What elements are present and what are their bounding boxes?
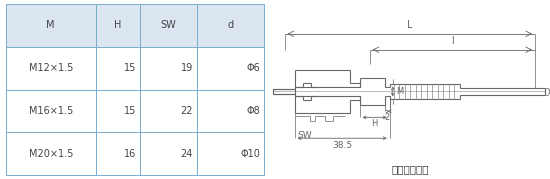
- Bar: [140, 47, 197, 90]
- Bar: [140, 90, 197, 132]
- Text: 24: 24: [180, 149, 193, 159]
- Text: l: l: [451, 36, 454, 46]
- Bar: [96, 47, 140, 90]
- Bar: [6, 47, 96, 90]
- Text: Φ10: Φ10: [240, 149, 260, 159]
- Bar: [197, 4, 264, 47]
- Text: 38.5: 38.5: [332, 141, 352, 150]
- Bar: [96, 90, 140, 132]
- Bar: [197, 132, 264, 175]
- Text: H: H: [371, 119, 378, 128]
- Bar: [197, 90, 264, 132]
- Bar: [140, 132, 197, 175]
- Bar: [6, 90, 96, 132]
- Bar: [96, 132, 140, 175]
- Text: M: M: [47, 20, 55, 30]
- Text: 2: 2: [384, 113, 390, 122]
- Bar: [6, 132, 96, 175]
- Bar: [197, 47, 264, 90]
- Text: SW: SW: [161, 20, 176, 30]
- Text: H: H: [114, 20, 122, 30]
- Text: 22: 22: [180, 106, 193, 116]
- Bar: [6, 4, 96, 47]
- Text: M12×1.5: M12×1.5: [29, 63, 73, 73]
- Text: SW: SW: [297, 131, 312, 140]
- Bar: [96, 4, 140, 47]
- Text: Φ6: Φ6: [246, 63, 260, 73]
- Text: Φ8: Φ8: [246, 106, 260, 116]
- Text: 15: 15: [124, 106, 136, 116]
- Text: 16: 16: [124, 149, 136, 159]
- Text: d: d: [227, 20, 233, 30]
- Text: 卡套螺紋接頭: 卡套螺紋接頭: [391, 164, 428, 174]
- Text: 15: 15: [124, 63, 136, 73]
- Text: M: M: [396, 87, 403, 96]
- Text: L: L: [407, 20, 412, 30]
- Bar: [140, 4, 197, 47]
- Text: 19: 19: [180, 63, 193, 73]
- Text: M16×1.5: M16×1.5: [29, 106, 73, 116]
- Text: M20×1.5: M20×1.5: [29, 149, 73, 159]
